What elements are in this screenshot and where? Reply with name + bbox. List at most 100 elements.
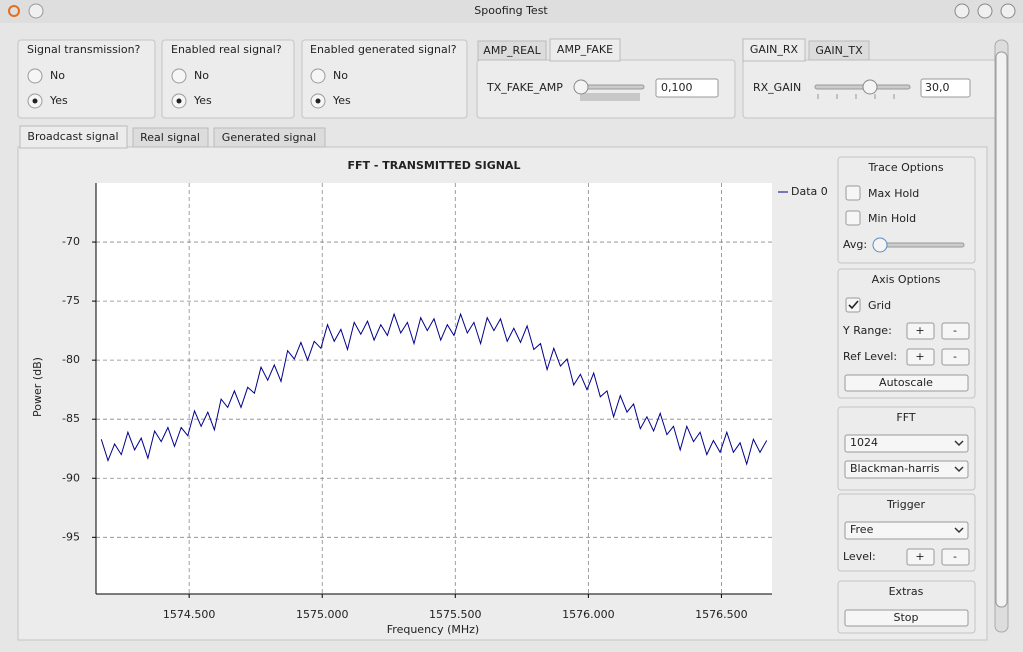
tab-active[interactable] (549, 38, 621, 62)
tab-active[interactable] (19, 125, 128, 149)
radio-group: Enabled real signal? No Yes (161, 39, 295, 119)
tab-label: Generated signal (222, 131, 316, 144)
spinbox-value: 0,100 (661, 81, 693, 94)
y-tick-label: -70 (62, 235, 80, 248)
checkbox[interactable] (845, 185, 861, 201)
button[interactable] (844, 609, 969, 627)
y-tick-label: -75 (62, 294, 80, 307)
button[interactable] (941, 548, 970, 566)
checkbox[interactable] (845, 297, 861, 313)
y-tick-label: -95 (62, 530, 80, 543)
slider-ticks (817, 94, 895, 99)
button[interactable] (906, 348, 935, 366)
combo-arrow (954, 527, 964, 534)
button[interactable] (941, 322, 970, 340)
button[interactable] (844, 374, 969, 392)
radio[interactable] (171, 68, 187, 84)
x-tick-label: 1575.000 (296, 608, 349, 621)
x-tick-label: 1576.000 (562, 608, 615, 621)
radio[interactable] (27, 68, 43, 84)
row-label: Y Range: (842, 324, 892, 337)
menu-button[interactable] (28, 3, 44, 19)
y-axis-label: Power (dB) (31, 357, 44, 417)
amp-tab-widget: AMP_REAL AMP_FAKE TX_FAKE_AMP 0,100 (476, 38, 736, 119)
app-icon (8, 5, 20, 17)
combo-box[interactable] (844, 434, 969, 453)
spinbox[interactable] (655, 78, 719, 98)
radio-dot (315, 98, 321, 104)
button-label: + (915, 550, 924, 563)
group-title: Trigger (886, 498, 925, 511)
button-label: + (915, 324, 924, 337)
x-tick-label: 1574.500 (163, 608, 216, 621)
x-axis-label: Frequency (MHz) (387, 623, 479, 636)
tab[interactable] (213, 127, 326, 148)
y-tick-label: -90 (62, 471, 80, 484)
trigger-options: Trigger Free Level: + - (837, 493, 976, 572)
extras: Extras Stop (837, 580, 976, 634)
button[interactable] (906, 322, 935, 340)
slider-ticks (580, 93, 640, 101)
radio-label: Yes (49, 94, 68, 107)
button-label: + (915, 350, 924, 363)
combo-value: 1024 (850, 436, 878, 449)
radio-label: Yes (193, 94, 212, 107)
plot: -95 -90 -85 -80 -75 -70 1574.500 1575.000 1575.5… (62, 183, 772, 621)
tab-label: AMP_FAKE (557, 43, 613, 56)
scrollbar-thumb[interactable] (995, 51, 1008, 608)
series-line (100, 312, 768, 466)
slider-handle[interactable] (862, 79, 878, 95)
button[interactable] (941, 348, 970, 366)
button[interactable] (906, 548, 935, 566)
combo-box[interactable] (844, 521, 969, 540)
combo-value: Blackman-harris (850, 462, 940, 475)
button-label: - (953, 350, 957, 363)
slider-label: Avg: (843, 238, 867, 251)
group-box (17, 39, 156, 119)
combo-box[interactable] (844, 460, 969, 479)
radio-dot (32, 98, 38, 104)
tab[interactable] (132, 127, 209, 148)
slider-track (875, 242, 965, 248)
radio-label: Yes (332, 94, 351, 107)
y-tick-label: -85 (62, 412, 80, 425)
group-title: FFT (896, 411, 915, 424)
minimize-button[interactable] (954, 3, 970, 19)
spinbox[interactable] (920, 78, 971, 98)
window-title: Spoofing Test (474, 4, 548, 17)
group-box (161, 39, 295, 119)
legend-label: Data 0 (791, 185, 828, 198)
trace-options: Trace Options Max Hold Min Hold Avg: (837, 156, 976, 264)
tab[interactable] (808, 40, 870, 61)
gain-tab-widget: GAIN_RX GAIN_TX RX_GAIN 30,0 (742, 38, 1001, 119)
tab-label: GAIN_TX (815, 44, 863, 57)
checkbox-label: Max Hold (868, 187, 919, 200)
close-button[interactable] (1000, 3, 1016, 19)
group-title: Signal transmission? (27, 43, 141, 56)
plot-area (96, 183, 772, 594)
maximize-button[interactable] (977, 3, 993, 19)
spinbox-value: 30,0 (925, 81, 950, 94)
radio-dot (176, 98, 182, 104)
tab-label: Broadcast signal (27, 130, 118, 143)
tab-label: Real signal (140, 131, 200, 144)
x-tick-label: 1575.500 (429, 608, 482, 621)
group-title: Trace Options (867, 161, 943, 174)
button-label: Stop (893, 611, 918, 624)
radio[interactable] (310, 68, 326, 84)
radio-label: No (333, 69, 348, 82)
combo-arrow (954, 466, 964, 473)
button-label: - (953, 324, 957, 337)
combo-arrow (954, 440, 964, 447)
slider-handle[interactable] (573, 79, 589, 95)
row-label: Level: (843, 550, 876, 563)
combo-value: Free (850, 523, 874, 536)
axis-options: Axis Options Grid Y Range: + - Ref Level… (837, 268, 976, 399)
tab[interactable] (477, 40, 547, 61)
group-box (837, 156, 976, 264)
y-tick-label: -80 (62, 353, 80, 366)
slider-handle[interactable] (872, 237, 888, 253)
checkbox[interactable] (845, 210, 861, 226)
tab-active[interactable] (742, 38, 806, 62)
